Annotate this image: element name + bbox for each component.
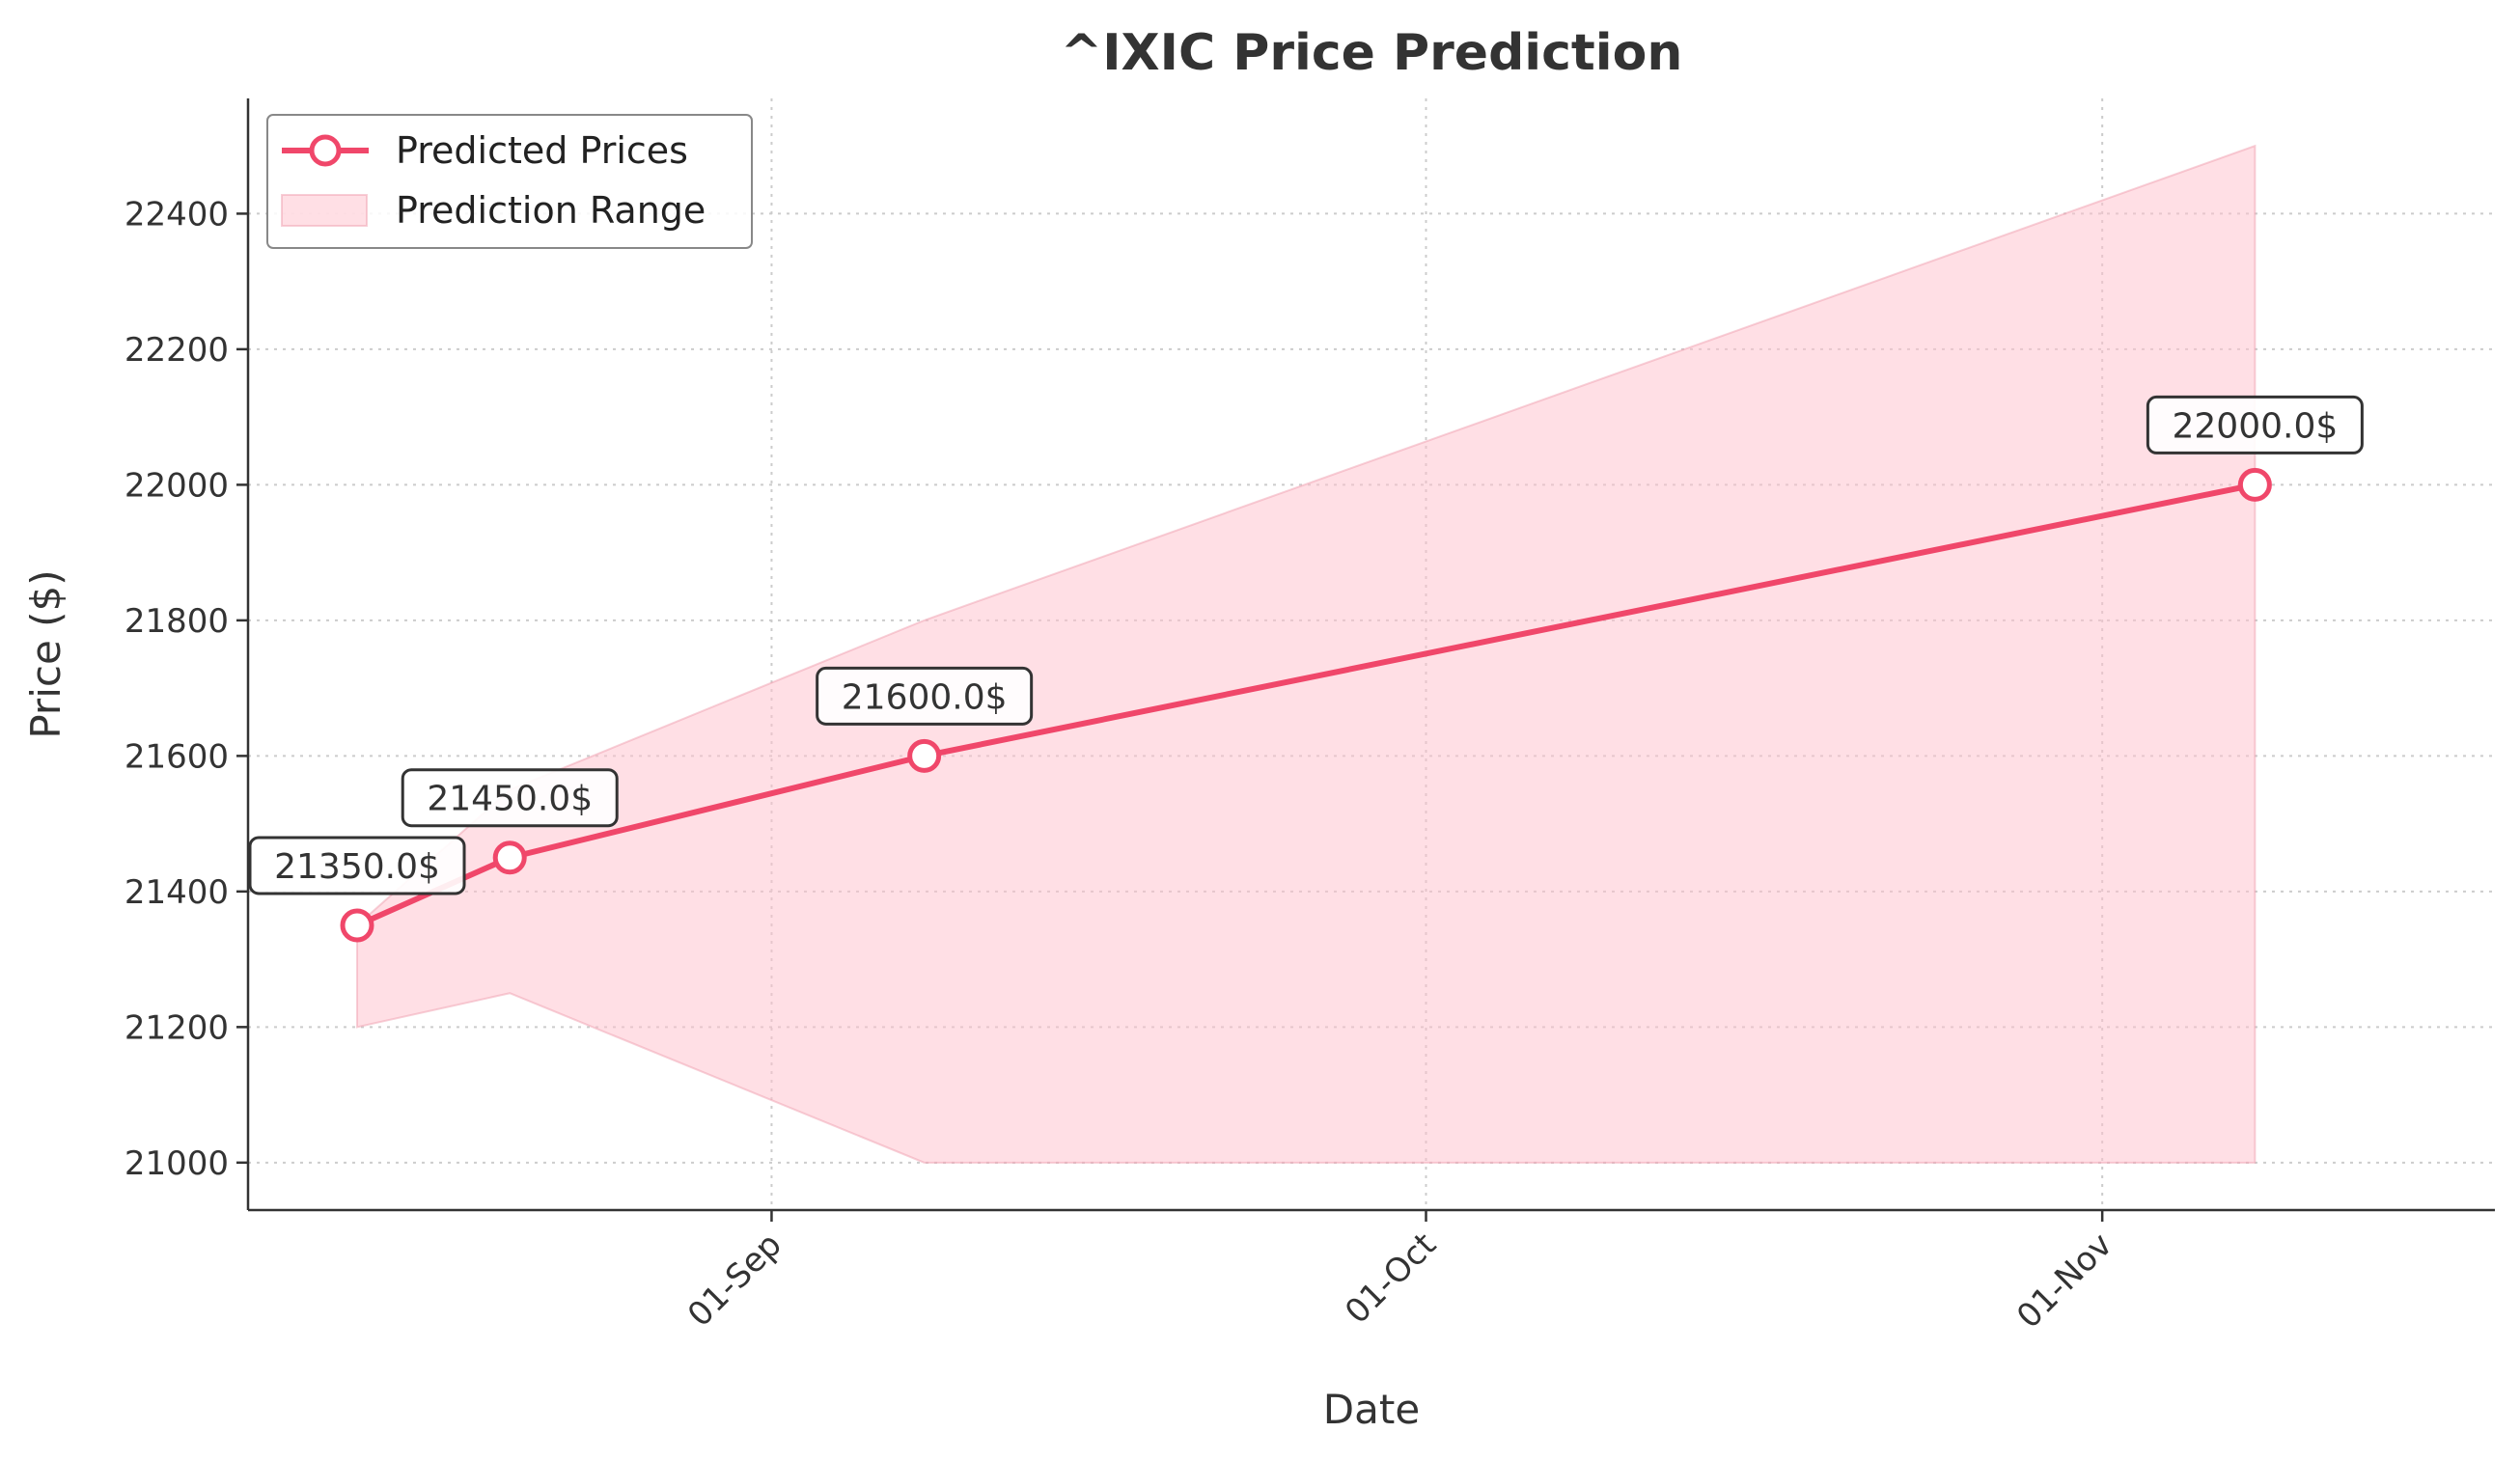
y-tick-label: 21400 xyxy=(125,873,229,912)
annotations: 21350.0$ 21450.0$ 21600.0$ 22000.0$ xyxy=(248,395,2364,895)
legend-label-predicted: Predicted Prices xyxy=(396,129,688,172)
y-tick-label: 22000 xyxy=(125,466,229,505)
data-label: 21600.0$ xyxy=(842,677,1008,717)
data-point xyxy=(2237,467,2272,502)
y-ticks: 21000 21200 21400 21600 21800 22000 22200 22400 xyxy=(125,195,248,1183)
data-label-box xyxy=(401,768,619,828)
data-point xyxy=(492,840,527,875)
data-point xyxy=(907,738,942,773)
data-label-box xyxy=(2146,395,2364,455)
data-point xyxy=(340,908,374,943)
y-tick-label: 21000 xyxy=(125,1144,229,1183)
legend-box xyxy=(266,114,753,249)
x-tick-label: 01-Oct xyxy=(1338,1226,1444,1332)
legend-range-swatch xyxy=(281,194,368,227)
prediction-band xyxy=(356,144,2257,1164)
y-axis-label: Price ($) xyxy=(22,569,69,738)
data-label: 21450.0$ xyxy=(427,780,593,819)
legend-marker-swatch xyxy=(309,134,342,167)
x-ticks: 01-Sep 01-Oct 01-Nov xyxy=(680,1210,2120,1336)
y-tick-label: 21600 xyxy=(125,737,229,776)
data-label-box xyxy=(816,666,1034,726)
x-tick-label: 01-Nov xyxy=(2009,1226,2119,1336)
y-tick-label: 22400 xyxy=(125,195,229,234)
axes xyxy=(246,98,2495,1212)
prediction-range-area xyxy=(356,144,2257,1164)
chart-title: ^IXIC Price Prediction xyxy=(1061,24,1683,82)
data-label-box xyxy=(248,836,466,895)
data-label: 21350.0$ xyxy=(274,847,440,887)
y-tick-label: 22200 xyxy=(125,331,229,370)
legend-label-range: Prediction Range xyxy=(396,189,706,232)
legend: Predicted Prices Prediction Range xyxy=(266,114,753,249)
x-axis-label: Date xyxy=(1323,1386,1420,1433)
y-tick-label: 21800 xyxy=(125,602,229,641)
y-tick-label: 21200 xyxy=(125,1008,229,1047)
x-tick-label: 01-Sep xyxy=(680,1226,789,1335)
data-label: 22000.0$ xyxy=(2172,406,2338,446)
